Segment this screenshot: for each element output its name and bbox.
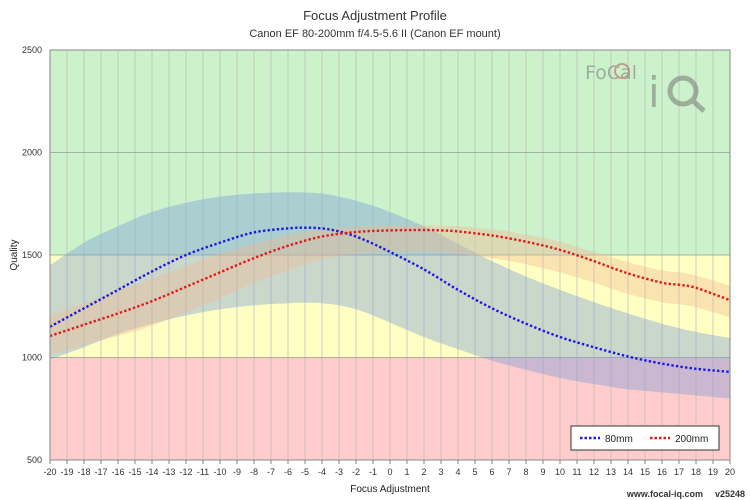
- x-tick-label-22: 2: [421, 467, 426, 477]
- legend-label-200mm: 200mm: [675, 434, 708, 445]
- x-tick-label-19: -1: [369, 467, 377, 477]
- x-tick-label-38: 18: [691, 467, 701, 477]
- logo-iq-text: i: [648, 68, 660, 117]
- legend-label-80mm: 80mm: [605, 434, 633, 445]
- x-tick-label-6: -14: [145, 467, 158, 477]
- chart-subtitle: Canon EF 80-200mm f/4.5-5.6 II (Canon EF…: [249, 28, 500, 40]
- x-tick-label-0: -20: [43, 467, 56, 477]
- x-tick-label-16: -4: [318, 467, 326, 477]
- x-tick-label-33: 13: [606, 467, 616, 477]
- x-tick-label-40: 20: [725, 467, 735, 477]
- x-tick-label-21: 1: [404, 467, 409, 477]
- y-tick-label-2: 1500: [22, 250, 42, 260]
- footer-version: v25248: [715, 489, 745, 499]
- x-tick-label-11: -9: [233, 467, 241, 477]
- x-tick-label-37: 17: [674, 467, 684, 477]
- x-tick-label-1: -19: [60, 467, 73, 477]
- x-tick-label-3: -17: [94, 467, 107, 477]
- confidence-band-200mm: [50, 225, 730, 355]
- y-axis-ticks: 500 1000 1500 2000 2500: [22, 45, 42, 465]
- chart-title: Focus Adjustment Profile: [303, 8, 447, 23]
- series-lines: [49, 226, 731, 374]
- logo-magnifier-icon: [667, 75, 699, 107]
- x-tick-label-34: 14: [623, 467, 633, 477]
- series-line-200mm: [49, 228, 731, 338]
- footer-url: www.focal-iq.com: [626, 489, 703, 499]
- x-tick-label-4: -16: [111, 467, 124, 477]
- x-tick-label-30: 10: [555, 467, 565, 477]
- x-axis-label: Focus Adjustment: [350, 484, 430, 495]
- x-tick-label-13: -7: [267, 467, 275, 477]
- y-tick-label-4: 2500: [22, 45, 42, 55]
- y-tick-label-1: 1000: [22, 353, 42, 363]
- legend: 80mm 200mm: [570, 425, 720, 451]
- x-tick-label-20: 0: [387, 467, 392, 477]
- x-tick-label-35: 15: [640, 467, 650, 477]
- y-axis-label: Quality: [9, 239, 20, 270]
- x-tick-label-31: 11: [572, 467, 581, 477]
- x-axis-ticks: -20 -19 -18 -17 -16 -15 -14 -13 -12 -11 -10 -9 -8 -7-…: [43, 460, 735, 477]
- y-tick-label-3: 2000: [22, 148, 42, 158]
- x-tick-label-9: -11: [197, 467, 209, 477]
- x-tick-label-12: -8: [250, 467, 258, 477]
- y-tick-label-0: 500: [27, 455, 42, 465]
- logo-lens-icon: [614, 63, 630, 79]
- x-tick-label-23: 3: [438, 467, 443, 477]
- x-tick-label-2: -18: [77, 467, 90, 477]
- x-tick-label-29: 9: [540, 467, 545, 477]
- x-tick-label-18: -2: [352, 467, 360, 477]
- x-tick-label-15: -5: [301, 467, 309, 477]
- x-tick-label-14: -6: [284, 467, 292, 477]
- logo-magnifier-handle: [690, 98, 706, 113]
- x-tick-label-36: 16: [657, 467, 667, 477]
- x-tick-label-17: -3: [335, 467, 343, 477]
- x-tick-label-32: 12: [589, 467, 599, 477]
- x-tick-label-5: -15: [128, 467, 141, 477]
- watermark-logo: FoCal i: [585, 62, 706, 117]
- x-tick-label-8: -12: [179, 467, 192, 477]
- x-tick-label-10: -10: [213, 467, 226, 477]
- x-tick-label-24: 4: [455, 467, 460, 477]
- x-tick-label-7: -13: [162, 467, 175, 477]
- x-tick-label-28: 8: [523, 467, 528, 477]
- x-tick-label-26: 6: [489, 467, 494, 477]
- x-tick-label-25: 5: [472, 467, 477, 477]
- x-tick-label-39: 19: [708, 467, 718, 477]
- series-line-80mm: [49, 226, 731, 374]
- x-tick-label-27: 7: [506, 467, 511, 477]
